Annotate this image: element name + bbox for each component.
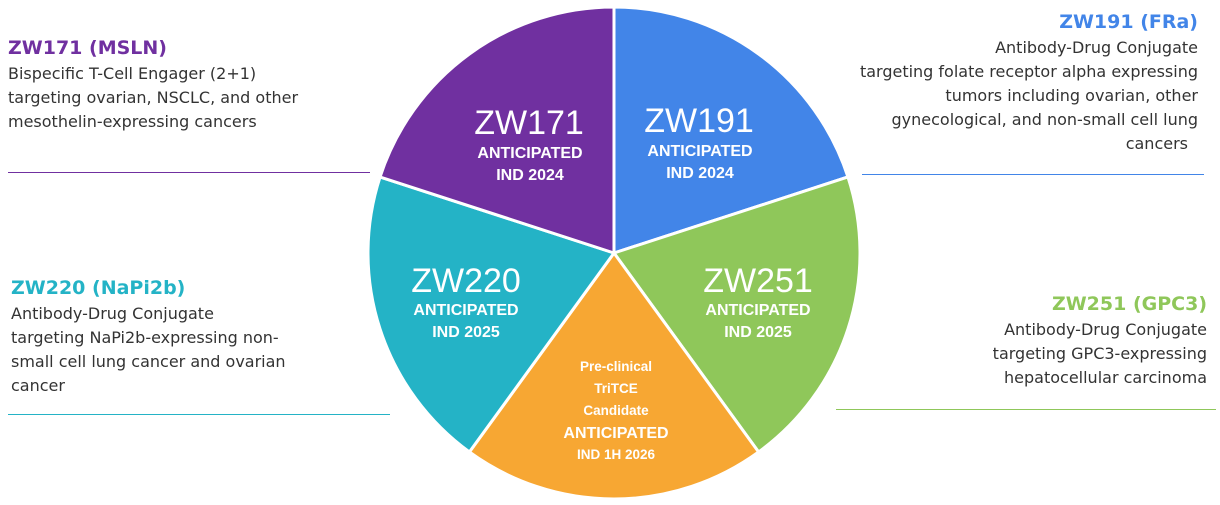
segment-status-zw220: ANTICIPATED	[413, 302, 518, 319]
pie-slice-zw171	[378, 5, 616, 255]
segment-name-zw220: ZW220	[411, 262, 521, 300]
segment-status-tritce: ANTICIPATED	[563, 425, 668, 442]
callout-line: Antibody-Drug Conjugate	[995, 38, 1198, 57]
callout-description-zw171: Bispecific T-Cell Engager (2+1) targetin…	[8, 62, 378, 134]
callout-title-zw220: ZW220 (NaPi2b)	[11, 277, 186, 299]
segment-label-zw171: ZW171 ANTICIPATED IND 2024	[474, 104, 584, 184]
callout-zw220: ZW220 (NaPi2b) Antibody-Drug Conjugate t…	[11, 276, 331, 398]
callout-line: Bispecific T-Cell Engager (2+1)	[8, 64, 257, 83]
callout-line: Antibody-Drug Conjugate	[11, 304, 214, 323]
callout-description-zw251: Antibody-Drug Conjugate targeting GPC3-e…	[887, 318, 1207, 390]
callout-line: targeting GPC3-expressing	[992, 344, 1207, 363]
pie-slice-zw220	[366, 175, 616, 454]
segment-status-zw191: ANTICIPATED	[647, 143, 752, 160]
callout-line: small cell lung cancer and ovarian	[11, 352, 286, 371]
segment-date-zw171: IND 2024	[496, 167, 564, 184]
segment-candidate-tritce: Candidate	[583, 403, 649, 418]
segment-name-zw171: ZW171	[474, 104, 584, 142]
callout-zw191: ZW191 (FRa) Antibody-Drug Conjugate targ…	[828, 10, 1198, 156]
callout-title-zw171: ZW171 (MSLN)	[8, 37, 167, 59]
segment-label-zw220: ZW220 ANTICIPATED IND 2025	[411, 262, 521, 341]
segment-label-tritce: Pre-clinical TriTCE Candidate ANTICIPATE…	[563, 359, 668, 462]
segment-status-zw171: ANTICIPATED	[477, 145, 582, 162]
segment-platform-tritce: TriTCE	[594, 381, 638, 396]
divider-zw191	[862, 174, 1204, 175]
callout-line: gynecological, and non-small cell lung	[891, 110, 1198, 129]
callout-zw251: ZW251 (GPC3) Antibody-Drug Conjugate tar…	[887, 292, 1207, 390]
segment-stage-tritce: Pre-clinical	[580, 359, 652, 374]
pie-slice-zw191	[612, 5, 850, 255]
divider-zw171	[8, 172, 370, 173]
segment-date-zw220: IND 2025	[432, 324, 500, 341]
callout-title-zw251: ZW251 (GPC3)	[1051, 293, 1207, 315]
callout-line: hepatocellular carcinoma	[1004, 368, 1207, 387]
segment-date-zw251: IND 2025	[724, 324, 792, 341]
callout-description-zw220: Antibody-Drug Conjugate targeting NaPi2b…	[11, 302, 331, 398]
segment-name-zw191: ZW191	[644, 102, 754, 140]
segment-label-zw191: ZW191 ANTICIPATED IND 2024	[644, 102, 754, 182]
callout-title-zw191: ZW191 (FRa)	[1059, 11, 1198, 33]
callout-line: cancer	[11, 376, 65, 395]
callout-description-zw191: Antibody-Drug Conjugate targeting folate…	[828, 36, 1198, 156]
segment-name-zw251: ZW251	[703, 262, 813, 300]
callout-line: mesothelin-expressing cancers	[8, 112, 257, 131]
callout-line: targeting folate receptor alpha expressi…	[859, 62, 1198, 81]
pie-slices	[366, 5, 862, 501]
divider-zw251	[836, 409, 1216, 410]
callout-line: Antibody-Drug Conjugate	[1004, 320, 1207, 339]
divider-zw220	[8, 414, 390, 415]
callout-line: tumors including ovarian, other	[945, 86, 1198, 105]
callout-line: cancers	[1125, 134, 1188, 153]
segment-date-zw191: IND 2024	[666, 165, 734, 182]
callout-line: targeting NaPi2b-expressing non-	[11, 328, 279, 347]
segment-status-zw251: ANTICIPATED	[705, 302, 810, 319]
callout-zw171: ZW171 (MSLN) Bispecific T-Cell Engager (…	[8, 36, 378, 134]
callout-line: targeting ovarian, NSCLC, and other	[8, 88, 299, 107]
segment-date-tritce: IND 1H 2026	[577, 447, 656, 462]
pie-slice-tritce	[467, 251, 761, 501]
segment-label-zw251: ZW251 ANTICIPATED IND 2025	[703, 262, 813, 341]
pie-slice-zw251	[612, 175, 862, 454]
